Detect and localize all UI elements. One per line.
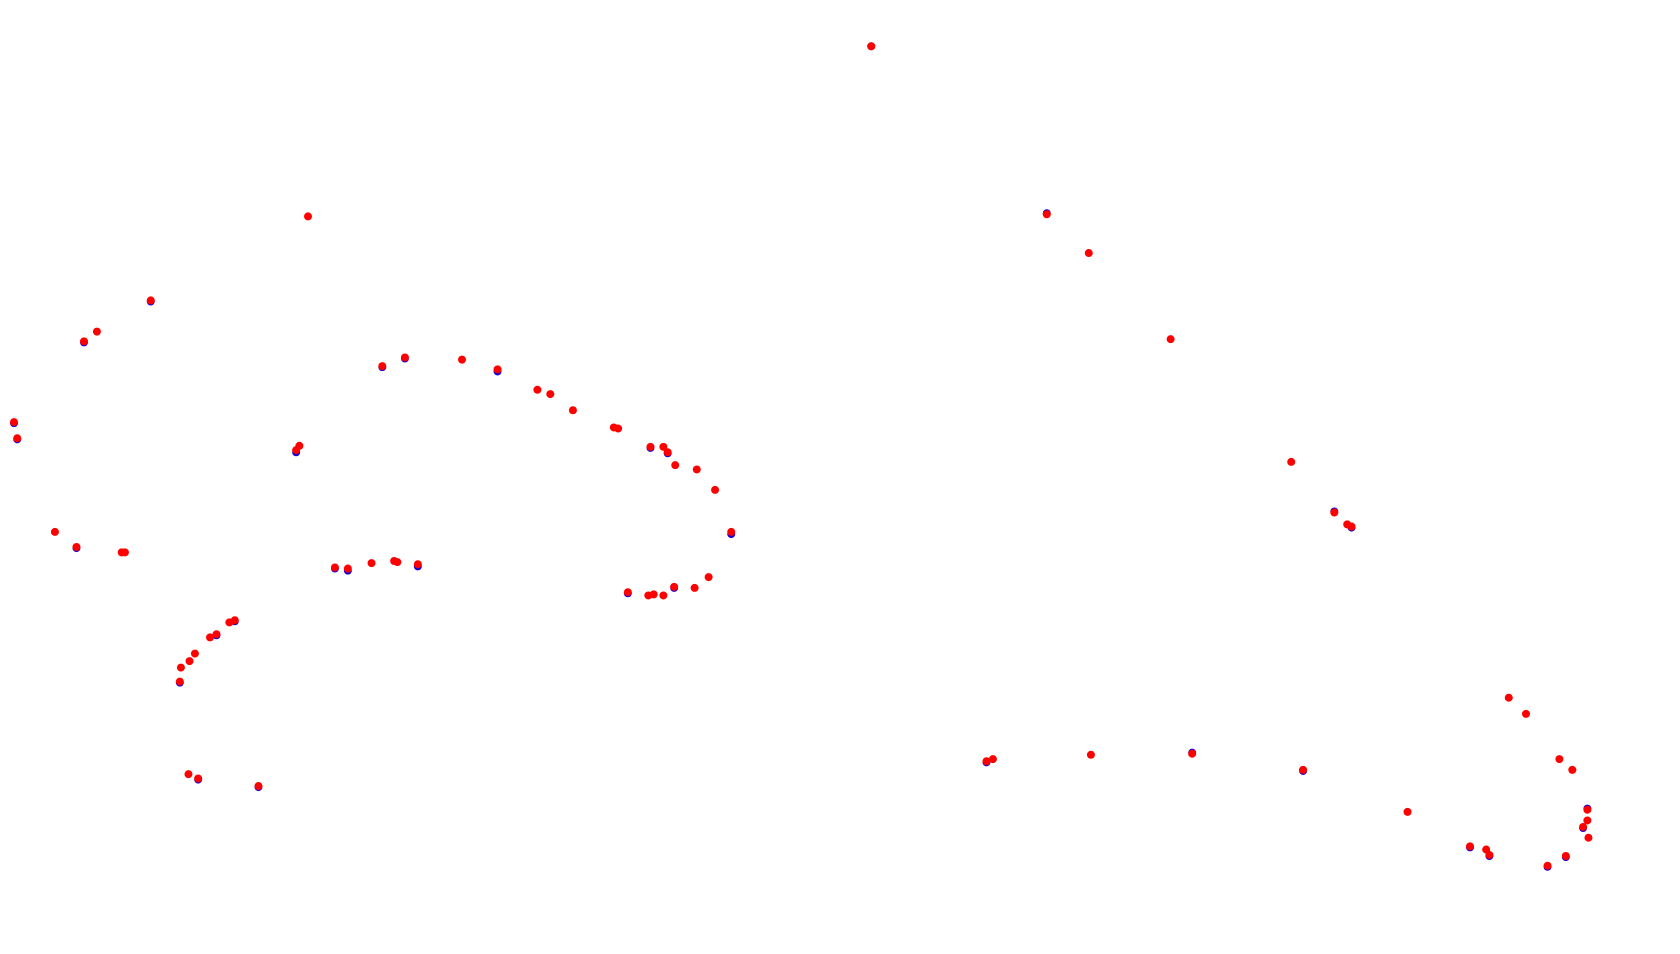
point xyxy=(80,337,88,346)
point xyxy=(343,564,352,573)
point xyxy=(304,212,312,221)
point xyxy=(185,657,194,666)
point xyxy=(393,558,402,567)
point xyxy=(1084,249,1093,258)
point xyxy=(727,527,736,536)
point xyxy=(212,630,221,639)
point xyxy=(458,355,466,364)
point xyxy=(10,418,18,427)
point xyxy=(1543,861,1552,870)
point xyxy=(413,560,422,569)
point xyxy=(704,573,713,582)
point xyxy=(659,591,668,600)
point xyxy=(194,774,203,783)
point xyxy=(175,677,184,686)
point xyxy=(1086,750,1095,759)
point xyxy=(50,527,59,536)
point xyxy=(1579,822,1588,831)
point xyxy=(120,548,129,557)
point xyxy=(546,390,555,399)
point xyxy=(72,542,81,551)
point xyxy=(184,770,193,779)
point xyxy=(982,757,991,766)
point xyxy=(295,441,304,450)
point xyxy=(1403,807,1412,816)
point xyxy=(646,442,655,451)
point xyxy=(614,424,623,433)
point xyxy=(1166,335,1175,344)
point xyxy=(176,663,185,672)
point xyxy=(1287,457,1296,466)
point xyxy=(663,448,672,457)
point xyxy=(206,633,214,642)
point xyxy=(1504,693,1513,702)
point xyxy=(254,782,263,791)
point xyxy=(1583,816,1592,825)
point xyxy=(692,465,701,474)
point xyxy=(568,406,577,415)
point xyxy=(649,590,658,599)
point xyxy=(330,563,339,572)
point xyxy=(670,582,679,591)
point xyxy=(1330,508,1339,517)
point xyxy=(378,362,387,371)
point xyxy=(533,385,542,394)
point xyxy=(400,353,409,362)
point xyxy=(671,461,680,470)
point xyxy=(493,365,502,374)
point xyxy=(230,616,239,625)
point xyxy=(1522,709,1530,718)
point xyxy=(367,559,376,568)
point xyxy=(867,42,876,51)
point xyxy=(623,588,632,597)
point xyxy=(1561,852,1570,861)
point xyxy=(13,434,22,443)
point xyxy=(190,649,199,658)
point xyxy=(659,442,668,451)
point xyxy=(1583,805,1592,814)
point xyxy=(146,296,155,305)
point xyxy=(1555,755,1564,764)
point xyxy=(1584,833,1593,842)
point xyxy=(1568,765,1577,774)
point xyxy=(1299,765,1308,774)
point xyxy=(1347,522,1356,531)
point xyxy=(1042,210,1051,219)
point xyxy=(1466,842,1474,851)
point xyxy=(690,583,699,592)
point xyxy=(92,327,101,336)
point xyxy=(988,755,997,764)
point xyxy=(711,485,720,494)
point xyxy=(1188,749,1197,758)
point xyxy=(1485,850,1494,859)
